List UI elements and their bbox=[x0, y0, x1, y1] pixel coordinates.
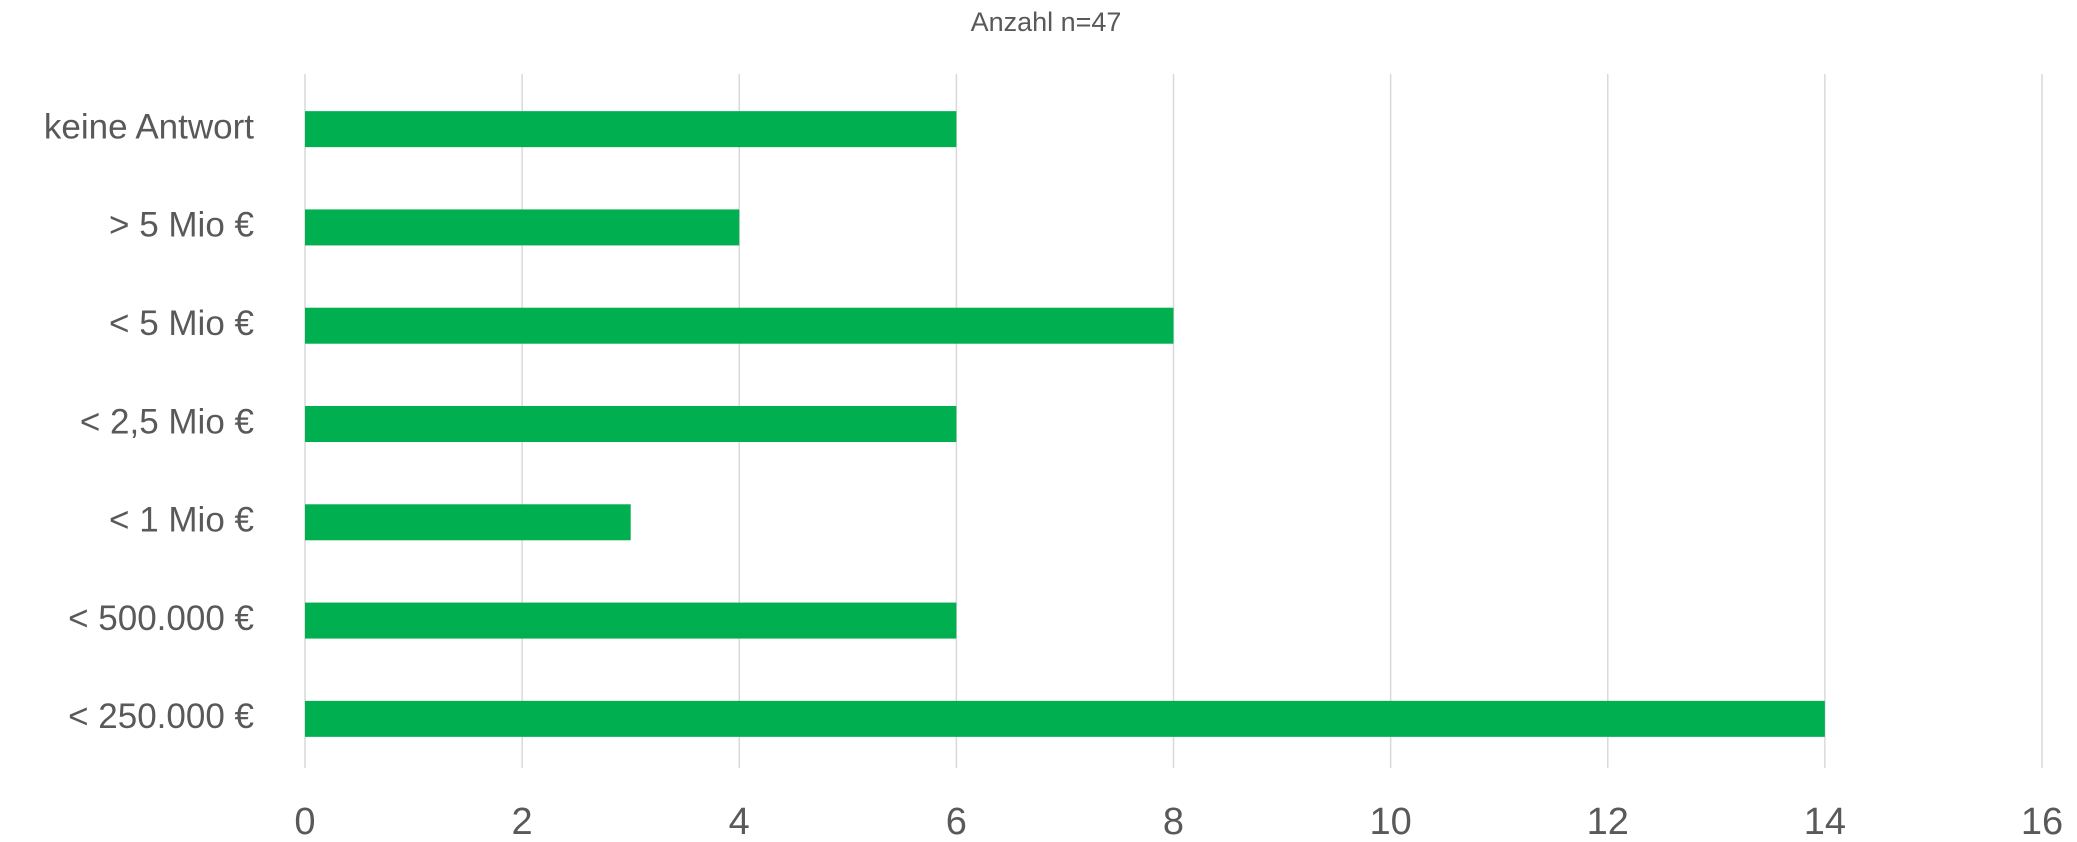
y-tick-label: > 5 Mio € bbox=[109, 206, 254, 245]
x-tick-label: 4 bbox=[729, 801, 750, 842]
x-tick-label: 12 bbox=[1587, 801, 1629, 842]
chart-title: Anzahl n=47 bbox=[971, 7, 1122, 37]
y-tick-label: keine Antwort bbox=[44, 107, 254, 146]
bar bbox=[305, 111, 957, 148]
bar bbox=[305, 406, 957, 442]
x-tick-label: 0 bbox=[294, 801, 315, 842]
bar bbox=[305, 209, 740, 246]
y-tick-label: < 250.000 € bbox=[68, 697, 254, 736]
bar bbox=[305, 602, 957, 639]
x-tick-label: 14 bbox=[1804, 801, 1846, 842]
x-tick-label: 2 bbox=[512, 801, 533, 842]
x-tick-label: 6 bbox=[946, 801, 967, 842]
y-tick-label: < 500.000 € bbox=[68, 599, 254, 638]
y-tick-label: < 5 Mio € bbox=[109, 304, 254, 343]
x-tick-label: 10 bbox=[1369, 801, 1411, 842]
y-tick-label: < 1 Mio € bbox=[109, 501, 254, 540]
x-tick-label: 8 bbox=[1163, 801, 1184, 842]
x-tick-label: 16 bbox=[2021, 801, 2063, 842]
bar bbox=[305, 307, 1174, 344]
bar bbox=[305, 504, 631, 541]
y-tick-label: < 2,5 Mio € bbox=[80, 402, 254, 441]
bar bbox=[305, 700, 1825, 737]
